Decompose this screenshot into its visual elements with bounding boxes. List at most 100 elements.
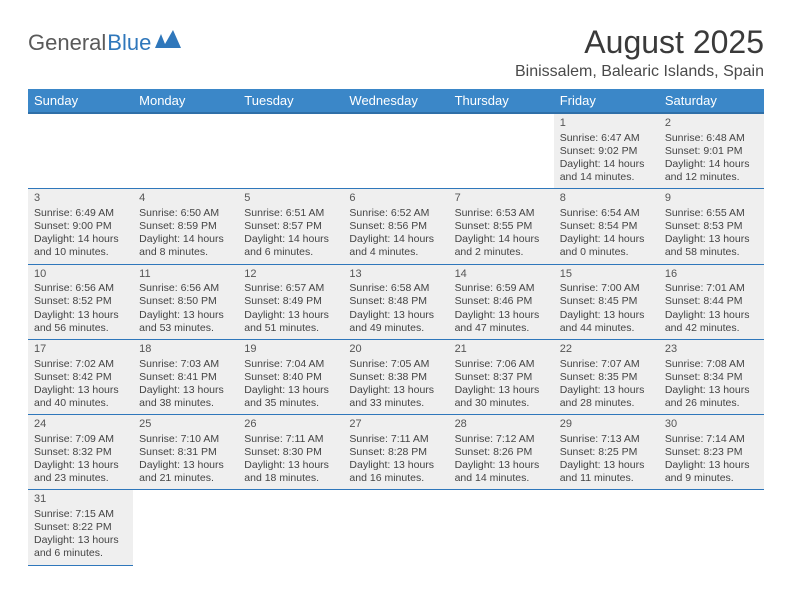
day-number: 11 bbox=[139, 268, 232, 282]
day-number: 2 bbox=[665, 117, 758, 131]
sunrise-text: Sunrise: 6:56 AM bbox=[34, 282, 127, 295]
calendar-body: 1Sunrise: 6:47 AMSunset: 9:02 PMDaylight… bbox=[28, 113, 764, 565]
sunrise-text: Sunrise: 6:51 AM bbox=[244, 207, 337, 220]
daylight-text: Daylight: 13 hours and 28 minutes. bbox=[560, 384, 653, 410]
sunset-text: Sunset: 8:44 PM bbox=[665, 295, 758, 308]
sunrise-text: Sunrise: 6:58 AM bbox=[349, 282, 442, 295]
sunrise-text: Sunrise: 6:57 AM bbox=[244, 282, 337, 295]
calendar-cell: 27Sunrise: 7:11 AMSunset: 8:28 PMDayligh… bbox=[343, 415, 448, 490]
daylight-text: Daylight: 14 hours and 2 minutes. bbox=[455, 233, 548, 259]
day-number: 12 bbox=[244, 268, 337, 282]
sunset-text: Sunset: 9:01 PM bbox=[665, 145, 758, 158]
daylight-text: Daylight: 13 hours and 47 minutes. bbox=[455, 309, 548, 335]
sunset-text: Sunset: 8:32 PM bbox=[34, 446, 127, 459]
calendar-cell: 29Sunrise: 7:13 AMSunset: 8:25 PMDayligh… bbox=[554, 415, 659, 490]
sunset-text: Sunset: 9:02 PM bbox=[560, 145, 653, 158]
day-number: 31 bbox=[34, 493, 127, 507]
day-number: 9 bbox=[665, 192, 758, 206]
day-number: 17 bbox=[34, 343, 127, 357]
day-number: 30 bbox=[665, 418, 758, 432]
day-number: 16 bbox=[665, 268, 758, 282]
calendar-cell: 22Sunrise: 7:07 AMSunset: 8:35 PMDayligh… bbox=[554, 339, 659, 414]
daylight-text: Daylight: 13 hours and 42 minutes. bbox=[665, 309, 758, 335]
calendar-cell: 5Sunrise: 6:51 AMSunset: 8:57 PMDaylight… bbox=[238, 189, 343, 264]
sunrise-text: Sunrise: 7:11 AM bbox=[349, 433, 442, 446]
day-number: 21 bbox=[455, 343, 548, 357]
calendar-cell: 20Sunrise: 7:05 AMSunset: 8:38 PMDayligh… bbox=[343, 339, 448, 414]
logo-word1: General bbox=[28, 30, 106, 56]
sunrise-text: Sunrise: 6:47 AM bbox=[560, 132, 653, 145]
daylight-text: Daylight: 13 hours and 38 minutes. bbox=[139, 384, 232, 410]
sunrise-text: Sunrise: 6:48 AM bbox=[665, 132, 758, 145]
sunset-text: Sunset: 8:40 PM bbox=[244, 371, 337, 384]
calendar-week: 1Sunrise: 6:47 AMSunset: 9:02 PMDaylight… bbox=[28, 113, 764, 189]
sunset-text: Sunset: 8:45 PM bbox=[560, 295, 653, 308]
daylight-text: Daylight: 13 hours and 58 minutes. bbox=[665, 233, 758, 259]
day-number: 5 bbox=[244, 192, 337, 206]
sunset-text: Sunset: 8:28 PM bbox=[349, 446, 442, 459]
logo-flag-icon bbox=[155, 30, 183, 50]
sunset-text: Sunset: 8:38 PM bbox=[349, 371, 442, 384]
day-header: Tuesday bbox=[238, 89, 343, 113]
sunrise-text: Sunrise: 7:01 AM bbox=[665, 282, 758, 295]
calendar-cell bbox=[659, 490, 764, 565]
day-number: 20 bbox=[349, 343, 442, 357]
header: GeneralBlue August 2025 Binissalem, Bale… bbox=[28, 24, 764, 81]
sunset-text: Sunset: 8:55 PM bbox=[455, 220, 548, 233]
calendar-table: SundayMondayTuesdayWednesdayThursdayFrid… bbox=[28, 89, 764, 566]
sunset-text: Sunset: 8:41 PM bbox=[139, 371, 232, 384]
sunset-text: Sunset: 8:53 PM bbox=[665, 220, 758, 233]
sunset-text: Sunset: 8:35 PM bbox=[560, 371, 653, 384]
calendar-cell: 21Sunrise: 7:06 AMSunset: 8:37 PMDayligh… bbox=[449, 339, 554, 414]
sunrise-text: Sunrise: 7:11 AM bbox=[244, 433, 337, 446]
sunset-text: Sunset: 8:49 PM bbox=[244, 295, 337, 308]
calendar-cell: 17Sunrise: 7:02 AMSunset: 8:42 PMDayligh… bbox=[28, 339, 133, 414]
daylight-text: Daylight: 14 hours and 4 minutes. bbox=[349, 233, 442, 259]
day-header: Saturday bbox=[659, 89, 764, 113]
sunrise-text: Sunrise: 6:53 AM bbox=[455, 207, 548, 220]
calendar-cell: 18Sunrise: 7:03 AMSunset: 8:41 PMDayligh… bbox=[133, 339, 238, 414]
day-number: 1 bbox=[560, 117, 653, 131]
sunrise-text: Sunrise: 6:56 AM bbox=[139, 282, 232, 295]
sunset-text: Sunset: 8:57 PM bbox=[244, 220, 337, 233]
calendar-cell: 16Sunrise: 7:01 AMSunset: 8:44 PMDayligh… bbox=[659, 264, 764, 339]
calendar-cell bbox=[343, 490, 448, 565]
daylight-text: Daylight: 14 hours and 8 minutes. bbox=[139, 233, 232, 259]
calendar-cell: 8Sunrise: 6:54 AMSunset: 8:54 PMDaylight… bbox=[554, 189, 659, 264]
calendar-cell: 10Sunrise: 6:56 AMSunset: 8:52 PMDayligh… bbox=[28, 264, 133, 339]
location: Binissalem, Balearic Islands, Spain bbox=[515, 63, 764, 81]
sunrise-text: Sunrise: 7:07 AM bbox=[560, 358, 653, 371]
logo-word2: Blue bbox=[107, 30, 151, 56]
day-number: 4 bbox=[139, 192, 232, 206]
day-header: Wednesday bbox=[343, 89, 448, 113]
calendar-cell bbox=[449, 490, 554, 565]
daylight-text: Daylight: 13 hours and 51 minutes. bbox=[244, 309, 337, 335]
calendar-cell: 12Sunrise: 6:57 AMSunset: 8:49 PMDayligh… bbox=[238, 264, 343, 339]
calendar-cell: 9Sunrise: 6:55 AMSunset: 8:53 PMDaylight… bbox=[659, 189, 764, 264]
calendar-cell: 1Sunrise: 6:47 AMSunset: 9:02 PMDaylight… bbox=[554, 113, 659, 189]
daylight-text: Daylight: 14 hours and 6 minutes. bbox=[244, 233, 337, 259]
calendar-cell bbox=[238, 113, 343, 189]
calendar-cell: 6Sunrise: 6:52 AMSunset: 8:56 PMDaylight… bbox=[343, 189, 448, 264]
daylight-text: Daylight: 13 hours and 49 minutes. bbox=[349, 309, 442, 335]
sunrise-text: Sunrise: 7:06 AM bbox=[455, 358, 548, 371]
sunset-text: Sunset: 8:23 PM bbox=[665, 446, 758, 459]
daylight-text: Daylight: 14 hours and 14 minutes. bbox=[560, 158, 653, 184]
sunrise-text: Sunrise: 7:10 AM bbox=[139, 433, 232, 446]
calendar-cell: 14Sunrise: 6:59 AMSunset: 8:46 PMDayligh… bbox=[449, 264, 554, 339]
daylight-text: Daylight: 13 hours and 33 minutes. bbox=[349, 384, 442, 410]
daylight-text: Daylight: 14 hours and 10 minutes. bbox=[34, 233, 127, 259]
daylight-text: Daylight: 13 hours and 21 minutes. bbox=[139, 459, 232, 485]
sunrise-text: Sunrise: 7:14 AM bbox=[665, 433, 758, 446]
day-number: 8 bbox=[560, 192, 653, 206]
calendar-cell bbox=[133, 490, 238, 565]
daylight-text: Daylight: 13 hours and 6 minutes. bbox=[34, 534, 127, 560]
sunset-text: Sunset: 8:31 PM bbox=[139, 446, 232, 459]
day-header: Sunday bbox=[28, 89, 133, 113]
calendar-week: 24Sunrise: 7:09 AMSunset: 8:32 PMDayligh… bbox=[28, 415, 764, 490]
sunrise-text: Sunrise: 7:02 AM bbox=[34, 358, 127, 371]
day-number: 25 bbox=[139, 418, 232, 432]
daylight-text: Daylight: 13 hours and 14 minutes. bbox=[455, 459, 548, 485]
day-number: 6 bbox=[349, 192, 442, 206]
sunrise-text: Sunrise: 7:15 AM bbox=[34, 508, 127, 521]
